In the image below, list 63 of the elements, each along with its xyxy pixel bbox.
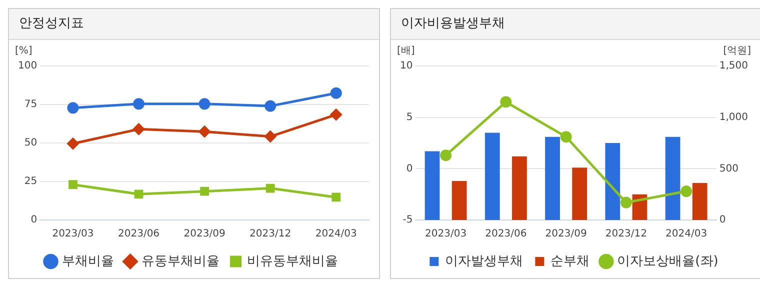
point xyxy=(620,196,632,208)
y-axis-title: [%] xyxy=(15,46,32,57)
y2-tick-label: 500 xyxy=(719,163,738,174)
x-tick-label: 2023/06 xyxy=(118,228,160,240)
point xyxy=(198,126,210,138)
bar xyxy=(424,151,440,220)
point xyxy=(198,98,210,110)
point xyxy=(67,138,79,150)
x-tick-label: 2024/03 xyxy=(666,228,708,240)
y-axis-title: [배] xyxy=(397,46,415,57)
y2-tick-label: 0 xyxy=(719,214,726,226)
point xyxy=(500,96,512,108)
legend-label: 이자보상배율(좌) xyxy=(617,254,718,269)
bar xyxy=(665,136,680,220)
bar xyxy=(545,136,560,220)
legend-label: 유동부채비율 xyxy=(141,254,220,269)
point xyxy=(68,180,78,190)
x-tick-label: 2023/12 xyxy=(605,228,647,240)
x-tick-label: 2023/12 xyxy=(250,228,292,240)
point xyxy=(560,131,572,143)
point xyxy=(680,186,692,198)
legend-label: 부채비율 xyxy=(62,254,114,269)
x-tick-label: 2023/09 xyxy=(184,228,226,240)
point xyxy=(200,186,209,196)
bar xyxy=(572,168,588,220)
legend-label: 순부채 xyxy=(550,254,590,269)
bar xyxy=(605,143,620,220)
y-tick-label: 25 xyxy=(24,176,38,188)
x-tick-label: 2024/03 xyxy=(315,228,357,240)
point xyxy=(134,190,144,199)
bar xyxy=(452,180,467,220)
y-tick-label: 75 xyxy=(24,99,38,110)
point xyxy=(330,87,342,99)
y-tick-label: 0 xyxy=(30,214,38,226)
y-tick-label: 100 xyxy=(18,60,38,72)
y-tick-label: 50 xyxy=(24,138,38,149)
point xyxy=(264,100,276,112)
bar xyxy=(484,132,500,220)
y-tick-label: 10 xyxy=(400,60,413,72)
point xyxy=(266,184,275,193)
y-tick-label: 5 xyxy=(406,112,413,123)
y-tick-label: 0 xyxy=(406,163,413,174)
chart-title: 안정성지표 xyxy=(9,9,379,40)
x-tick-label: 2023/09 xyxy=(545,228,587,240)
chart-title: 이자비용발생부채 xyxy=(391,9,760,40)
point xyxy=(67,102,79,114)
x-tick-label: 2023/03 xyxy=(425,228,467,240)
point xyxy=(264,130,276,142)
point xyxy=(330,108,342,120)
point xyxy=(133,123,145,135)
y2-axis-title: [억원] xyxy=(723,46,752,57)
point xyxy=(332,192,341,202)
legend-label: 비유동부채비율 xyxy=(246,254,338,269)
bar xyxy=(512,156,527,220)
x-tick-label: 2023/06 xyxy=(485,228,527,240)
bar xyxy=(692,183,708,220)
y2-tick-label: 1,500 xyxy=(719,60,748,72)
y-tick-label: -5 xyxy=(402,214,413,226)
point xyxy=(440,150,452,162)
point xyxy=(133,98,145,110)
legend-label: 이자발생부채 xyxy=(445,254,524,269)
x-tick-label: 2023/03 xyxy=(52,228,94,240)
y2-tick-label: 1,000 xyxy=(719,112,748,123)
